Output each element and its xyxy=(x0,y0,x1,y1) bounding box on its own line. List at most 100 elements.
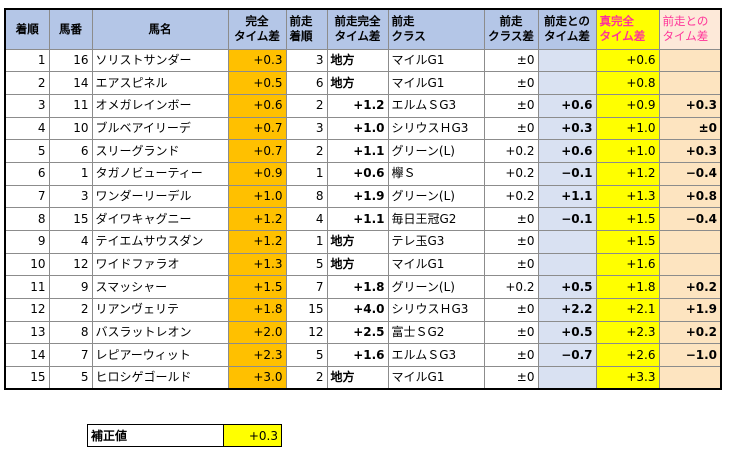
cell-prev-finish: 4 xyxy=(285,207,328,231)
cell-prev-class-diff: +0.2 xyxy=(483,161,539,186)
cell-true-diff-from-prev: −0.4 xyxy=(658,161,722,186)
cell-diff-from-prev: −0.7 xyxy=(537,343,597,368)
header-horse-name: 馬名 xyxy=(91,8,229,50)
cell-true-time-diff: +0.6 xyxy=(595,48,660,73)
cell-true-diff-from-prev: +0.2 xyxy=(658,275,722,300)
table-row: 9 4 テイエムサウスダン +1.2 1 地方 テレ玉G3 ±0 +1.5 xyxy=(4,230,722,254)
cell-time-diff: +1.2 xyxy=(227,230,287,254)
cell-true-time-diff: +0.8 xyxy=(595,71,660,95)
cell-prev-time-diff: +1.2 xyxy=(326,93,389,118)
cell-horse-name: ヒロシゲゴールド xyxy=(91,366,229,390)
cell-prev-class: グリーン(L) xyxy=(387,184,485,209)
cell-diff-from-prev: +0.5 xyxy=(537,275,597,300)
cell-diff-from-prev: −0.1 xyxy=(537,207,597,231)
cell-prev-time-diff: +1.0 xyxy=(326,116,389,141)
cell-time-diff: +1.5 xyxy=(227,275,287,300)
cell-time-diff: +0.7 xyxy=(227,116,287,141)
cell-true-diff-from-prev: −0.4 xyxy=(658,207,722,231)
cell-prev-time-diff: +0.6 xyxy=(326,161,389,186)
cell-prev-class: エルムＳG3 xyxy=(387,93,485,118)
cell-horse-name: レピアーウィット xyxy=(91,343,229,368)
cell-horse-number: 1 xyxy=(48,161,93,186)
table-row: 6 1 タガノビューティー +0.9 1 +0.6 欅Ｓ +0.2 −0.1 +1.2 −0.4 xyxy=(4,161,722,186)
cell-prev-class: マイルG1 xyxy=(387,252,485,277)
cell-prev-class: エルムＳG3 xyxy=(387,343,485,368)
cell-horse-number: 11 xyxy=(48,93,93,118)
cell-prev-class-diff: ±0 xyxy=(483,116,539,141)
cell-prev-class-diff: ±0 xyxy=(483,252,539,277)
cell-true-time-diff: +2.3 xyxy=(595,320,660,345)
cell-prev-finish: 3 xyxy=(285,48,328,73)
cell-horse-name: テイエムサウスダン xyxy=(91,230,229,254)
table-row: 3 11 オメガレインボー +0.6 2 +1.2 エルムＳG3 ±0 +0.6 +0.9 +0.3 xyxy=(4,93,722,118)
cell-prev-time-diff: 地方 xyxy=(326,71,389,95)
cell-true-diff-from-prev: −1.0 xyxy=(658,343,722,368)
cell-time-diff: +2.0 xyxy=(227,320,287,345)
cell-horse-name: ソリストサンダー xyxy=(91,48,229,73)
cell-true-diff-from-prev xyxy=(658,48,722,73)
cell-prev-class-diff: ±0 xyxy=(483,71,539,95)
cell-finish: 8 xyxy=(4,207,50,231)
cell-horse-number: 15 xyxy=(48,207,93,231)
table-row: 7 3 ワンダーリーデル +1.0 8 +1.9 グリーン(L) +0.2 +1.1 +1.3 +0… xyxy=(4,184,722,209)
cell-prev-time-diff: +1.6 xyxy=(326,343,389,368)
cell-prev-class: 富士ＳG2 xyxy=(387,320,485,345)
header-prev-time-diff: 前走完全 タイム差 xyxy=(326,8,389,50)
cell-true-time-diff: +2.6 xyxy=(595,343,660,368)
cell-prev-finish: 1 xyxy=(285,161,328,186)
results-table: 着順 馬番 馬名 完全 タイム差 前走 着順 前走完全 タイム差 前走 クラス 前走 クラ… xyxy=(4,8,722,391)
cell-true-diff-from-prev xyxy=(658,230,722,254)
header-prev-class-diff: 前走 クラス差 xyxy=(483,8,539,50)
cell-prev-finish: 12 xyxy=(285,320,328,345)
cell-prev-class: グリーン(L) xyxy=(387,139,485,163)
cell-true-time-diff: +1.3 xyxy=(595,184,660,209)
cell-time-diff: +0.6 xyxy=(227,93,287,118)
cell-true-time-diff: +0.9 xyxy=(595,93,660,118)
header-row: 着順 馬番 馬名 完全 タイム差 前走 着順 前走完全 タイム差 前走 クラス 前走 クラ… xyxy=(4,8,722,50)
cell-prev-class: シリウスＨG3 xyxy=(387,298,485,322)
cell-prev-class: マイルG1 xyxy=(387,71,485,95)
cell-prev-time-diff: 地方 xyxy=(326,48,389,73)
cell-prev-finish: 6 xyxy=(285,71,328,95)
cell-true-diff-from-prev xyxy=(658,252,722,277)
cell-true-diff-from-prev: +0.3 xyxy=(658,93,722,118)
cell-prev-time-diff: +2.5 xyxy=(326,320,389,345)
cell-prev-time-diff: +1.9 xyxy=(326,184,389,209)
header-true-diff-from-prev: 前走との タイム差 xyxy=(658,8,722,50)
cell-true-diff-from-prev: +0.8 xyxy=(658,184,722,209)
cell-true-diff-from-prev: +0.2 xyxy=(658,320,722,345)
cell-prev-finish: 5 xyxy=(285,252,328,277)
table-row: 10 12 ワイドファラオ +1.3 5 地方 マイルG1 ±0 +1.6 xyxy=(4,252,722,277)
header-prev-class: 前走 クラス xyxy=(387,8,485,50)
cell-time-diff: +1.3 xyxy=(227,252,287,277)
table-row: 5 6 スリーグランド +0.7 2 +1.1 グリーン(L) +0.2 +0.6 +1.0 +0.… xyxy=(4,139,722,163)
cell-horse-name: ダイワキャグニー xyxy=(91,207,229,231)
table-row: 14 7 レピアーウィット +2.3 5 +1.6 エルムＳG3 ±0 −0.7 +2.6 −1.0 xyxy=(4,343,722,368)
cell-finish: 13 xyxy=(4,320,50,345)
cell-prev-class-diff: ±0 xyxy=(483,230,539,254)
cell-prev-finish: 3 xyxy=(285,116,328,141)
cell-diff-from-prev: +0.6 xyxy=(537,93,597,118)
cell-horse-number: 9 xyxy=(48,275,93,300)
correction-label: 補正値 xyxy=(87,424,224,447)
cell-diff-from-prev xyxy=(537,366,597,390)
cell-prev-class-diff: ±0 xyxy=(483,93,539,118)
cell-diff-from-prev xyxy=(537,48,597,73)
cell-horse-number: 4 xyxy=(48,230,93,254)
cell-horse-number: 14 xyxy=(48,71,93,95)
cell-horse-number: 16 xyxy=(48,48,93,73)
cell-finish: 5 xyxy=(4,139,50,163)
cell-diff-from-prev: +0.5 xyxy=(537,320,597,345)
cell-horse-name: リアンヴェリテ xyxy=(91,298,229,322)
cell-prev-finish: 2 xyxy=(285,93,328,118)
cell-finish: 7 xyxy=(4,184,50,209)
cell-prev-class-diff: +0.2 xyxy=(483,184,539,209)
cell-prev-class-diff: ±0 xyxy=(483,48,539,73)
cell-true-time-diff: +2.1 xyxy=(595,298,660,322)
cell-prev-class: グリーン(L) xyxy=(387,275,485,300)
cell-horse-number: 5 xyxy=(48,366,93,390)
header-prev-finish: 前走 着順 xyxy=(285,8,328,50)
cell-prev-time-diff: 地方 xyxy=(326,252,389,277)
cell-prev-class-diff: +0.2 xyxy=(483,275,539,300)
cell-finish: 12 xyxy=(4,298,50,322)
